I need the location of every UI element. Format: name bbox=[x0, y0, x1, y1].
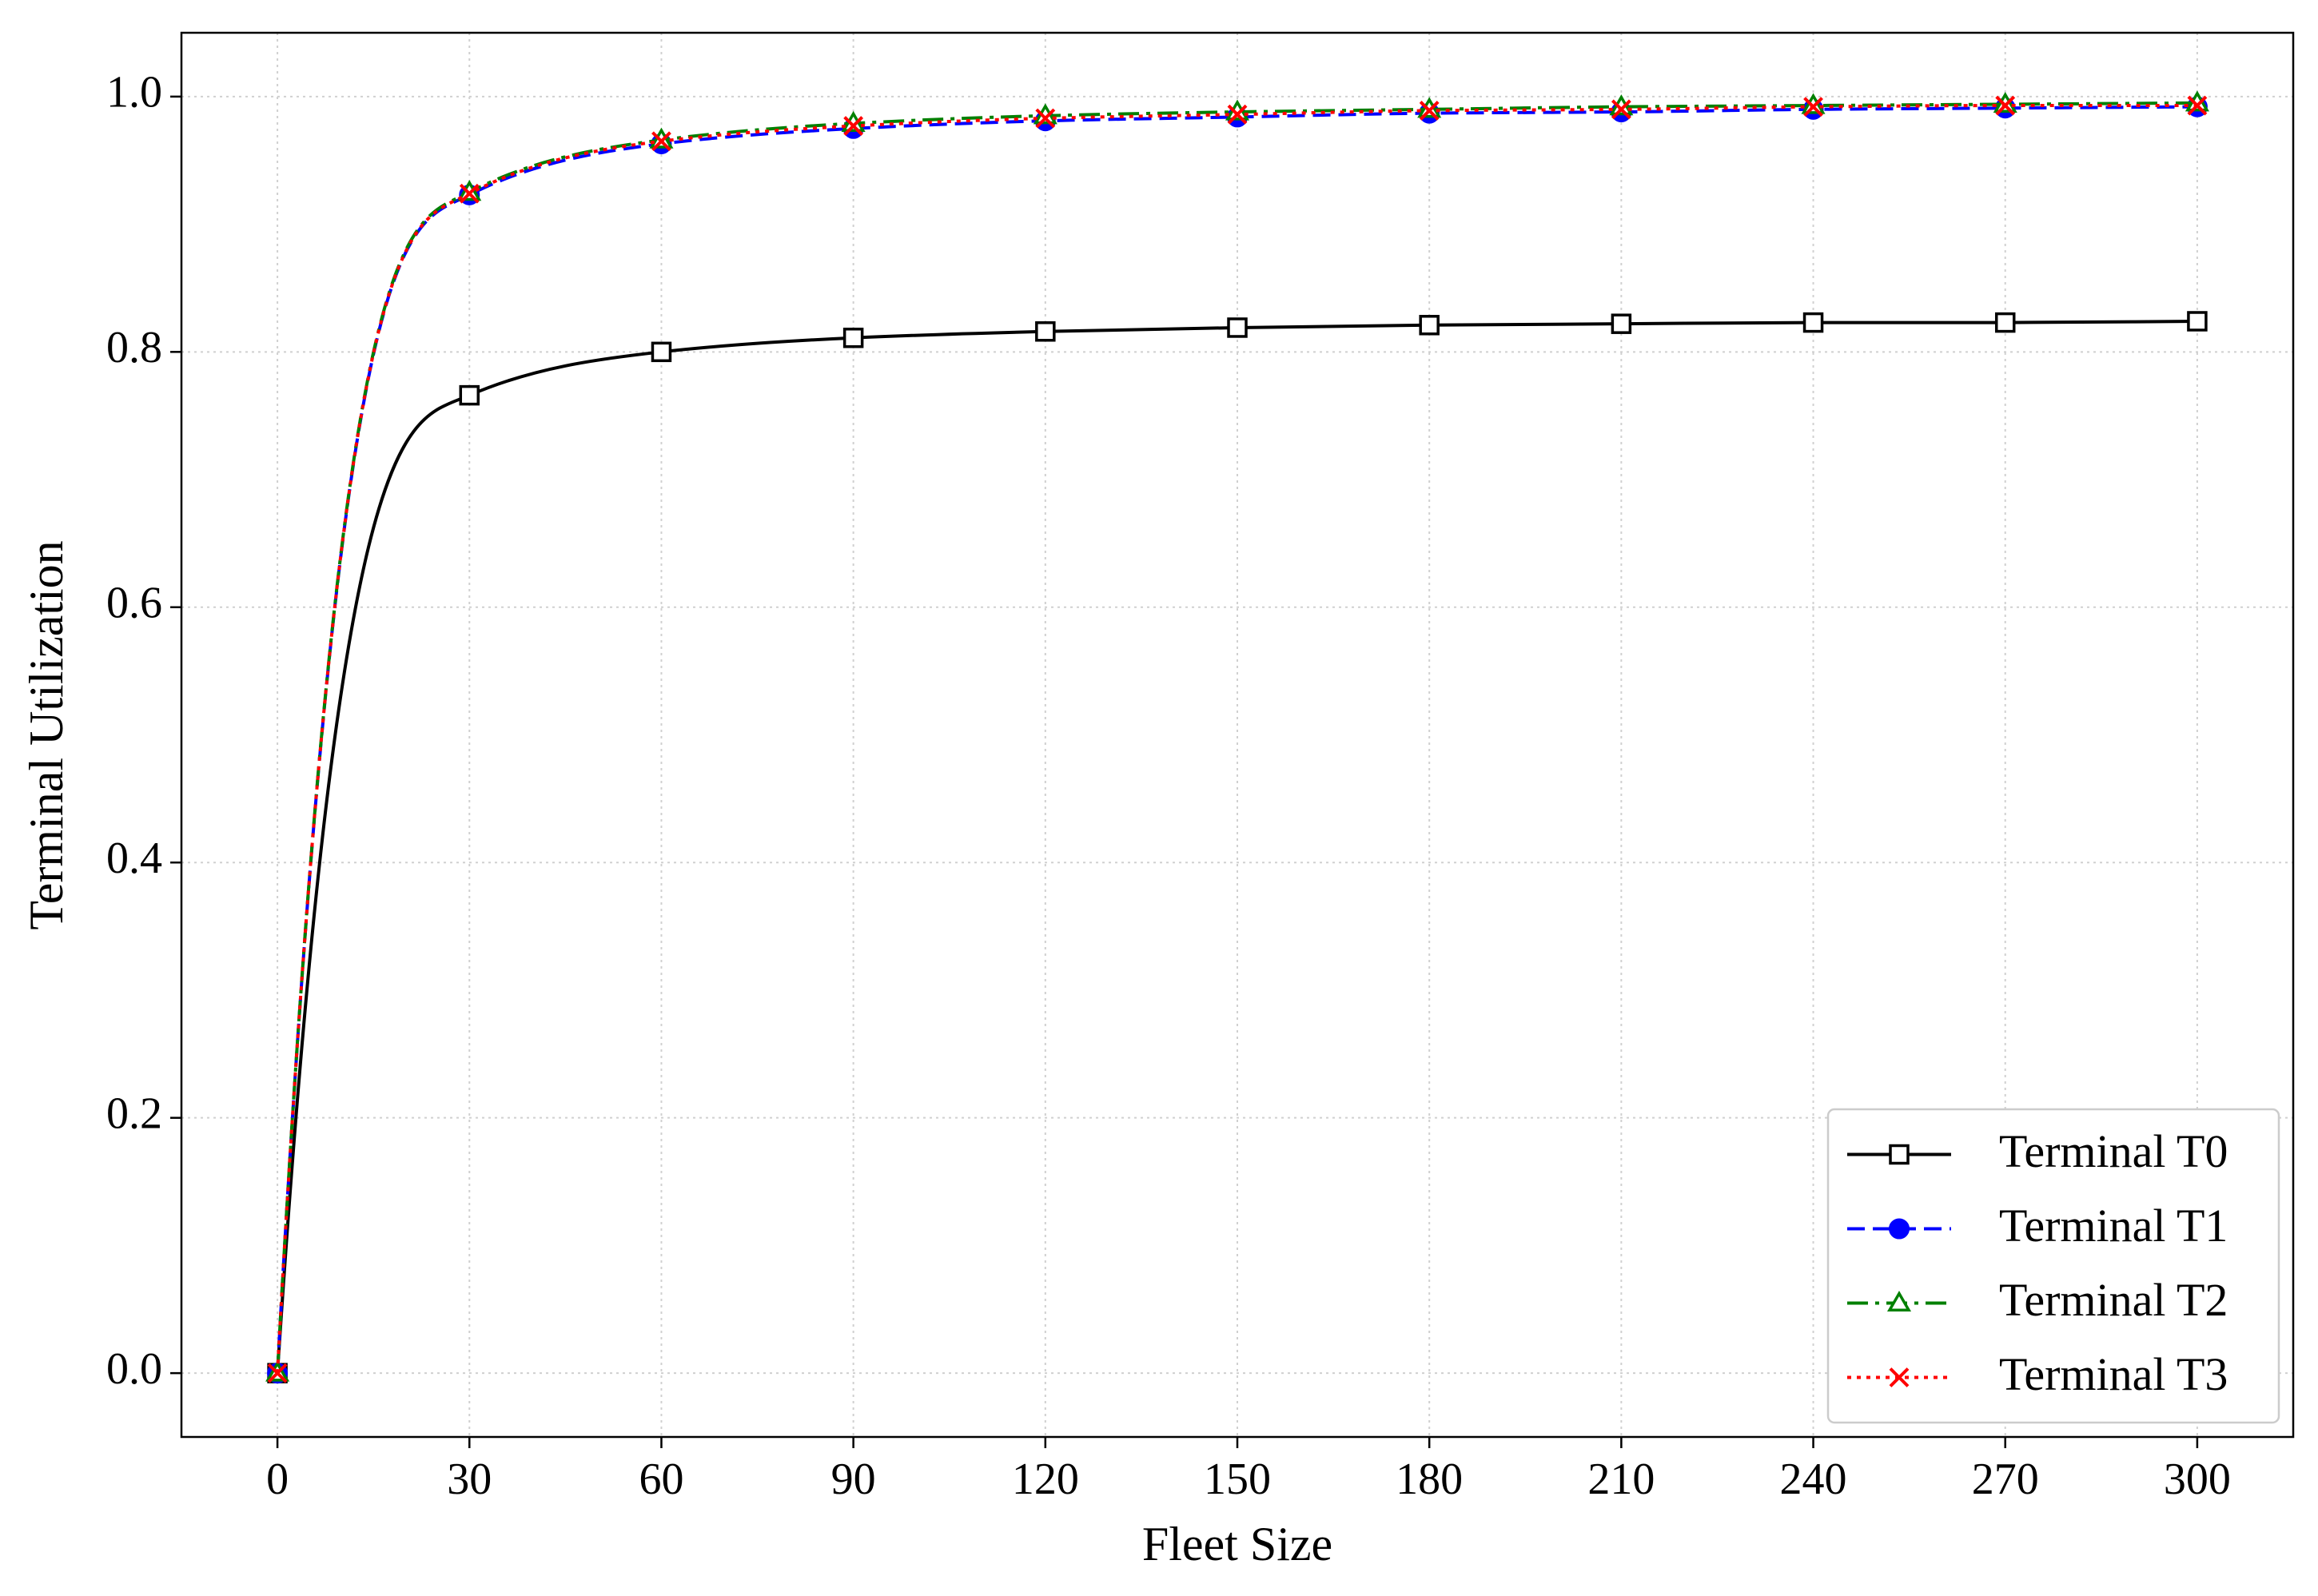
marker bbox=[459, 183, 480, 204]
legend-label: Terminal T2 bbox=[1999, 1274, 2228, 1326]
x-tick-label: 210 bbox=[1587, 1455, 1655, 1504]
x-tick-label: 120 bbox=[1012, 1455, 1079, 1504]
legend-marker bbox=[1889, 1367, 1910, 1387]
y-tick-label: 0.0 bbox=[106, 1344, 162, 1394]
x-tick-label: 150 bbox=[1204, 1455, 1271, 1504]
legend-label: Terminal T3 bbox=[1999, 1348, 2228, 1400]
marker bbox=[843, 116, 864, 137]
marker bbox=[2187, 311, 2208, 332]
marker bbox=[1419, 101, 1440, 121]
x-tick-label: 0 bbox=[266, 1455, 289, 1504]
legend-box bbox=[1826, 1108, 2280, 1424]
x-tick-label: 30 bbox=[447, 1455, 492, 1504]
marker bbox=[1419, 315, 1440, 336]
marker bbox=[1227, 104, 1248, 125]
legend: Terminal T0 Terminal T1 Terminal T2 Termina… bbox=[1826, 1108, 2280, 1424]
x-tick-label: 90 bbox=[831, 1455, 876, 1504]
marker bbox=[1035, 108, 1056, 129]
marker bbox=[1802, 312, 1824, 333]
marker bbox=[1611, 99, 1631, 120]
y-axis-label: Terminal Utilization bbox=[20, 540, 73, 929]
x-tick-label: 240 bbox=[1780, 1455, 1847, 1504]
legend-label: Terminal T1 bbox=[1999, 1200, 2228, 1252]
legend-marker bbox=[1889, 1218, 1910, 1240]
marker bbox=[1611, 313, 1632, 334]
marker bbox=[651, 341, 672, 363]
marker bbox=[267, 1363, 288, 1383]
x-tick-label: 300 bbox=[2164, 1455, 2231, 1504]
series-line bbox=[276, 104, 2197, 1374]
y-tick-label: 0.4 bbox=[106, 834, 162, 883]
x-tick-label: 60 bbox=[639, 1455, 683, 1504]
marker bbox=[2187, 95, 2208, 116]
legend-marker bbox=[1886, 1290, 1912, 1312]
series-line bbox=[276, 319, 2197, 1374]
x-tick-label: 270 bbox=[1972, 1455, 2039, 1504]
y-tick-label: 0.6 bbox=[106, 579, 162, 628]
series-line bbox=[276, 105, 2197, 1374]
x-tick-label: 180 bbox=[1396, 1455, 1463, 1504]
marker bbox=[842, 327, 864, 348]
plot-frame bbox=[180, 31, 2295, 1439]
x-axis-label: Fleet Size bbox=[1142, 1518, 1332, 1570]
marker bbox=[1035, 321, 1056, 342]
y-tick-label: 1.0 bbox=[106, 68, 162, 117]
marker bbox=[1995, 95, 2016, 116]
legend-label: Terminal T0 bbox=[1999, 1125, 2228, 1177]
y-tick-label: 0.8 bbox=[106, 323, 162, 372]
legend-marker bbox=[1889, 1144, 1910, 1165]
marker bbox=[459, 384, 480, 406]
marker bbox=[651, 131, 671, 152]
marker bbox=[1227, 317, 1248, 338]
y-tick-label: 0.2 bbox=[106, 1089, 162, 1139]
marker bbox=[1994, 312, 2016, 333]
marker bbox=[1803, 97, 1823, 117]
